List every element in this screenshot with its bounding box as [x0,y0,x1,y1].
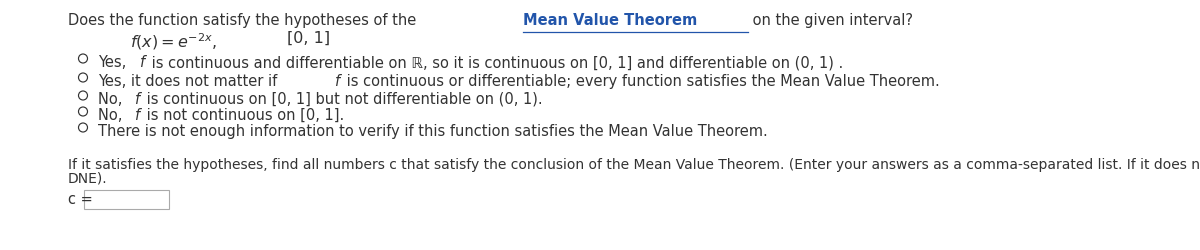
Text: is continuous and differentiable on ℝ, so it is continuous on [0, 1] and differe: is continuous and differentiable on ℝ, s… [148,55,844,70]
Text: is continuous or differentiable; every function satisfies the Mean Value Theorem: is continuous or differentiable; every f… [342,74,940,89]
Text: No,: No, [98,108,127,122]
Text: f: f [335,74,341,89]
Text: If it satisfies the hypotheses, find all numbers c that satisfy the conclusion o: If it satisfies the hypotheses, find all… [68,157,1200,171]
Text: There is not enough information to verify if this function satisfies the Mean Va: There is not enough information to verif… [98,124,768,138]
Text: Yes, it does not matter if: Yes, it does not matter if [98,74,282,89]
Text: [0, 1]: [0, 1] [287,31,330,46]
FancyBboxPatch shape [84,190,169,209]
Text: Yes,: Yes, [98,55,131,70]
Text: f: f [136,92,140,106]
Text: f: f [140,55,145,70]
Text: is not continuous on [0, 1].: is not continuous on [0, 1]. [142,108,344,122]
Text: f: f [136,108,140,122]
Text: $f(x) = e^{-2x},$: $f(x) = e^{-2x},$ [130,31,217,52]
Text: Mean Value Theorem: Mean Value Theorem [523,13,697,28]
Text: DNE).: DNE). [68,171,108,185]
Text: on the given interval?: on the given interval? [748,13,913,28]
Text: c =: c = [68,191,92,206]
Text: Does the function satisfy the hypotheses of the: Does the function satisfy the hypotheses… [68,13,421,28]
Text: is continuous on [0, 1] but not differentiable on (0, 1).: is continuous on [0, 1] but not differen… [142,92,542,106]
Text: No,: No, [98,92,127,106]
